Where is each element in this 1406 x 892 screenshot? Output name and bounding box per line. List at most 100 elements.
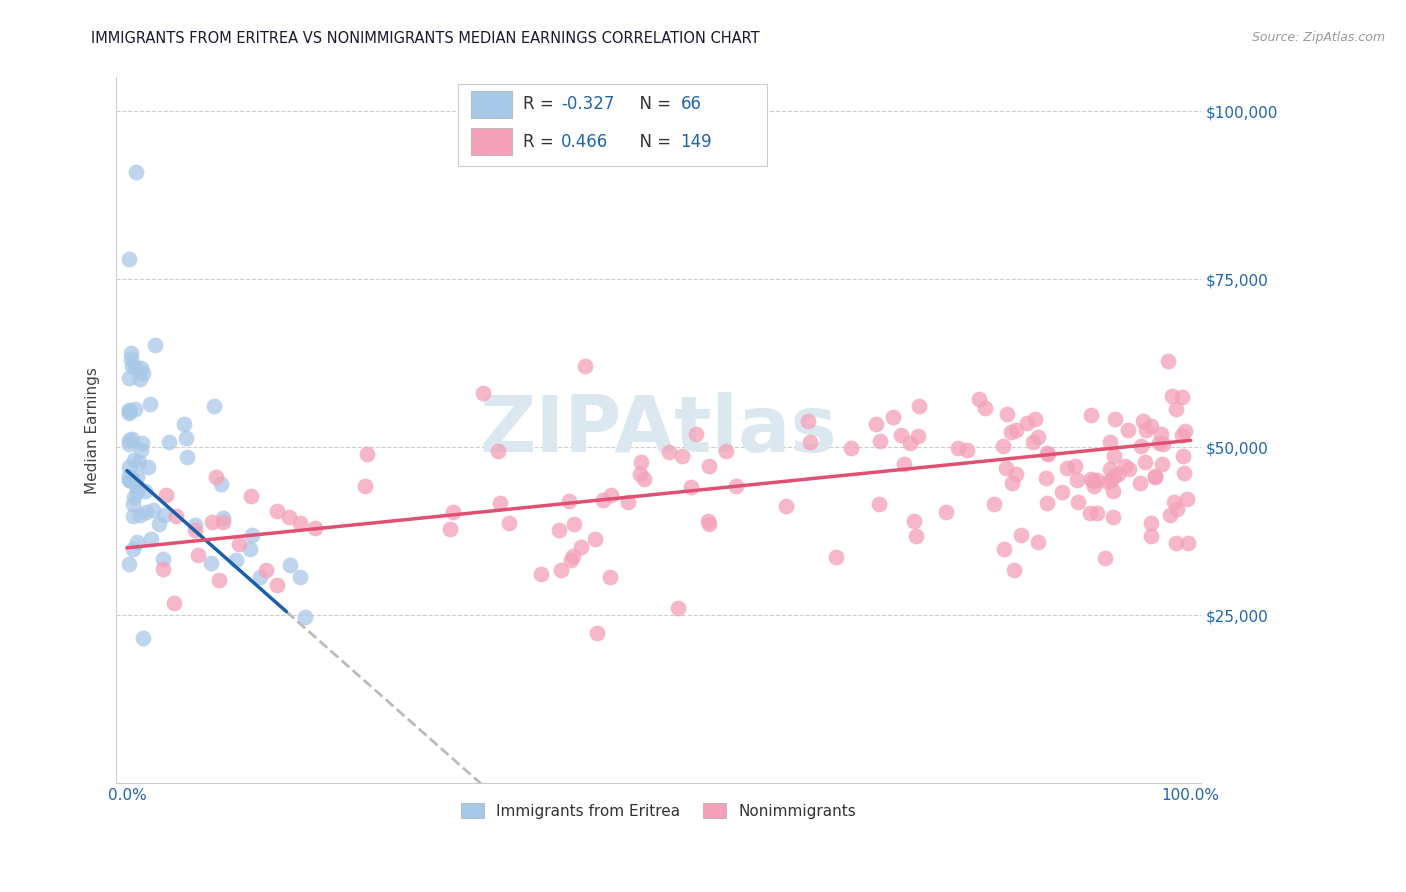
Point <box>1083 474 1105 488</box>
Text: -0.327: -0.327 <box>561 95 614 113</box>
Point <box>1052 484 1074 499</box>
Point <box>714 444 737 458</box>
Point <box>995 461 1018 475</box>
Point <box>141 532 163 546</box>
Point <box>200 515 222 529</box>
Point <box>697 514 720 528</box>
Point <box>143 337 166 351</box>
Text: R =: R = <box>523 133 560 151</box>
Point <box>1056 460 1078 475</box>
Point <box>946 441 969 455</box>
Point <box>290 570 312 584</box>
Point <box>118 474 141 488</box>
Point <box>1140 516 1163 531</box>
Point <box>1102 469 1125 483</box>
Text: N =: N = <box>630 133 676 151</box>
Point <box>530 567 553 582</box>
Text: Source: ZipAtlas.com: Source: ZipAtlas.com <box>1251 31 1385 45</box>
Point <box>125 479 148 493</box>
Point <box>796 414 818 428</box>
Text: IMMIGRANTS FROM ERITREA VS NONIMMIGRANTS MEDIAN EARNINGS CORRELATION CHART: IMMIGRANTS FROM ERITREA VS NONIMMIGRANTS… <box>91 31 761 46</box>
Point <box>547 523 569 537</box>
Point <box>486 444 509 458</box>
Point <box>1005 423 1028 437</box>
Point <box>1035 471 1057 485</box>
Point <box>935 505 957 519</box>
Point <box>129 361 152 376</box>
Point <box>1002 563 1025 577</box>
Point <box>249 570 271 584</box>
Point <box>617 495 640 509</box>
Point <box>903 514 925 528</box>
Point <box>304 521 326 535</box>
Point <box>956 443 979 458</box>
Point <box>209 477 232 491</box>
Point <box>1173 424 1195 438</box>
Point <box>1097 475 1119 490</box>
Point <box>125 164 148 178</box>
Point <box>121 473 143 487</box>
Point <box>1078 506 1101 520</box>
Point <box>1150 458 1173 472</box>
Point <box>471 386 494 401</box>
Point <box>266 503 288 517</box>
Point <box>228 537 250 551</box>
Point <box>1026 430 1049 444</box>
Point <box>1098 435 1121 450</box>
Point <box>905 529 928 543</box>
Point <box>134 483 156 498</box>
Point <box>1164 401 1187 416</box>
Point <box>165 509 187 524</box>
Point <box>118 437 141 451</box>
Point <box>679 480 702 494</box>
Point <box>498 516 520 531</box>
Point <box>1036 447 1059 461</box>
Point <box>240 528 263 542</box>
Point <box>658 445 681 459</box>
Point <box>125 477 148 491</box>
Point <box>1000 425 1022 440</box>
Point <box>120 470 142 484</box>
Point <box>1085 473 1108 487</box>
Point <box>991 439 1014 453</box>
Point <box>131 442 153 457</box>
Point <box>908 399 931 413</box>
Point <box>118 469 141 483</box>
Point <box>187 549 209 563</box>
Text: 0.466: 0.466 <box>561 133 609 151</box>
Point <box>1005 467 1028 482</box>
Point <box>1104 411 1126 425</box>
Point <box>1085 506 1108 520</box>
Point <box>128 455 150 469</box>
Point <box>1135 424 1157 438</box>
Point <box>208 573 231 587</box>
Point <box>122 541 145 556</box>
Point <box>1144 470 1167 484</box>
Point <box>125 535 148 549</box>
Point <box>120 351 142 366</box>
Point <box>1173 466 1195 480</box>
Point <box>628 467 651 481</box>
Point <box>592 493 614 508</box>
Point <box>1099 473 1122 487</box>
Point <box>630 454 652 468</box>
Point <box>907 429 929 443</box>
Point <box>124 453 146 467</box>
Point <box>865 417 887 432</box>
Point <box>212 511 235 525</box>
Point <box>1135 455 1157 469</box>
Point <box>118 434 141 448</box>
Text: R =: R = <box>523 95 560 113</box>
Point <box>1140 529 1163 543</box>
Point <box>1063 459 1085 474</box>
Point <box>1036 446 1059 460</box>
Point <box>839 442 862 456</box>
Point <box>1102 484 1125 499</box>
Point <box>633 472 655 486</box>
Point <box>586 625 609 640</box>
Point <box>1118 462 1140 476</box>
Point <box>1152 437 1174 451</box>
Point <box>600 488 623 502</box>
Point <box>1170 390 1192 404</box>
Point <box>353 479 375 493</box>
